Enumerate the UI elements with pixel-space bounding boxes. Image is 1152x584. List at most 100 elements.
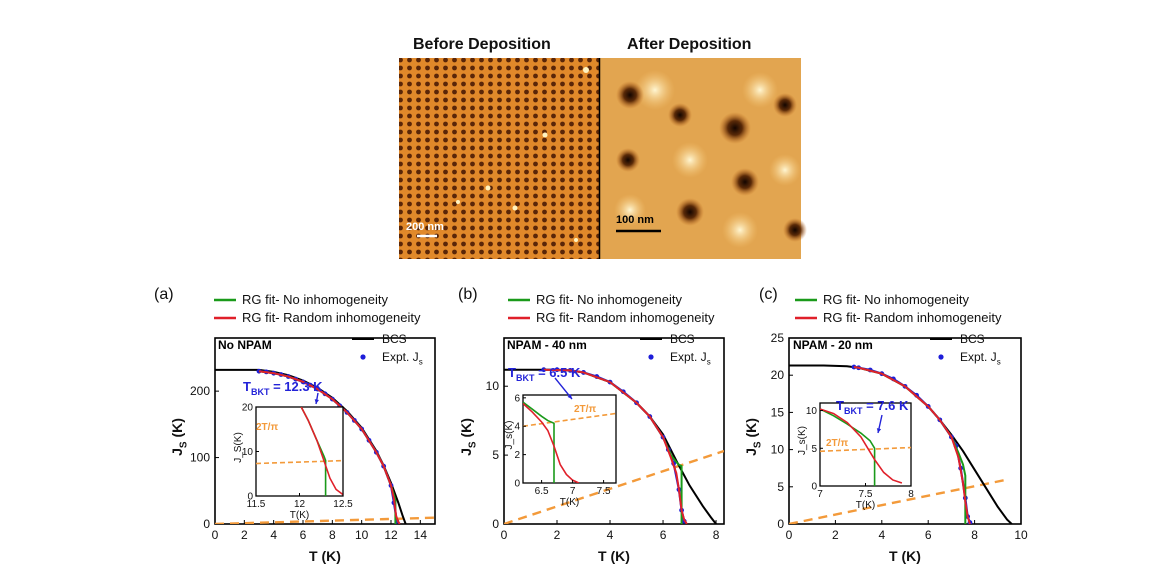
y-tick-label: 25 bbox=[771, 331, 785, 345]
inset-y-axis-label: J_s(K) bbox=[797, 426, 808, 455]
x-tick-label: 2 bbox=[554, 528, 561, 542]
x-tick-label: 10 bbox=[355, 528, 369, 542]
inset-series-rg-fit-random-inhomogeneity bbox=[523, 402, 580, 483]
series-group bbox=[504, 367, 724, 524]
x-tick-label: 10 bbox=[1014, 528, 1028, 542]
inset-y-tick-label: 0 bbox=[811, 482, 817, 493]
legend-entry-bcs: BCS bbox=[960, 332, 985, 346]
series-2t-pi bbox=[504, 449, 724, 524]
inset-y-tick-label: 20 bbox=[242, 403, 254, 414]
afm-after-image: 100 nm bbox=[600, 58, 807, 259]
after-deposition-title: After Deposition bbox=[627, 36, 752, 53]
x-tick-label: 0 bbox=[501, 528, 508, 542]
series-rg-fit-random-inhomogeneity bbox=[853, 366, 971, 524]
legend-entry-bcs: BCS bbox=[670, 332, 695, 346]
x-axis-label: T (K) bbox=[889, 548, 921, 564]
inset-x-tick-label: 7 bbox=[817, 489, 823, 500]
inset-x-tick-label: 6.5 bbox=[535, 486, 549, 497]
x-tick-label: 8 bbox=[713, 528, 720, 542]
afm-before-image: 200 nm bbox=[399, 58, 599, 259]
tbkt-label: TBKT = 6.5 K bbox=[508, 365, 581, 383]
tbkt-label: TBKT = 12.3 K bbox=[243, 379, 323, 397]
inset-chart: 11.5 12 12.5 0 10 20 T(K) J_S(K) 2T/π bbox=[233, 403, 353, 522]
legend-swatch-expt bbox=[938, 354, 944, 360]
series-rg-fit-random-inhomogeneity bbox=[258, 370, 401, 524]
sample-label: NPAM - 20 nm bbox=[793, 338, 873, 352]
inset-x-axis-label: T(K) bbox=[290, 510, 309, 521]
inset-y-tick-label: 4 bbox=[514, 422, 520, 433]
y-tick-label: 0 bbox=[777, 517, 784, 531]
x-tick-label: 4 bbox=[878, 528, 885, 542]
inset-y-tick-label: 0 bbox=[514, 479, 520, 490]
x-tick-label: 6 bbox=[925, 528, 932, 542]
inset-series-2t-pi bbox=[820, 446, 911, 453]
y-axis-label: JS (K) bbox=[169, 418, 190, 456]
chart-panel-2: (b) RG fit- No inhomogeneity RG fit- Rando… bbox=[458, 286, 725, 564]
tbkt-arrowhead bbox=[314, 399, 319, 404]
y-axis-label: JS (K) bbox=[743, 418, 764, 456]
axes-frame bbox=[788, 337, 1022, 525]
inset-x-tick-label: 12 bbox=[294, 499, 306, 510]
inset-x-tick-label: 12.5 bbox=[333, 499, 353, 510]
inset-x-axis-label: T(K) bbox=[856, 500, 875, 511]
inset-y-tick-label: 10 bbox=[242, 447, 254, 458]
legend-entry: RG fit- No inhomogeneity bbox=[242, 292, 388, 307]
before-scale-label: 200 nm bbox=[406, 221, 444, 233]
inset-series-group bbox=[820, 408, 911, 486]
y-tick-label: 0 bbox=[203, 517, 210, 531]
axes-frame bbox=[214, 337, 436, 525]
x-tick-label: 8 bbox=[329, 528, 336, 542]
y-tick-label: 100 bbox=[190, 451, 210, 465]
legend-entry-bcs: BCS bbox=[382, 332, 407, 346]
y-tick-label: 0 bbox=[492, 517, 499, 531]
x-tick-label: 8 bbox=[971, 528, 978, 542]
y-tick-label: 200 bbox=[190, 384, 210, 398]
x-axis-label: T (K) bbox=[309, 548, 341, 564]
inset-chart: 6.5 7 7.5 0 2 4 6 T(K) J_s(K) 2T/π bbox=[504, 393, 617, 508]
panel-label: (a) bbox=[154, 286, 174, 303]
y-tick-label: 5 bbox=[777, 480, 784, 494]
series-2t-pi bbox=[215, 516, 435, 524]
x-tick-label: 2 bbox=[241, 528, 248, 542]
inset-x-tick-label: 11.5 bbox=[247, 499, 266, 510]
inset-y-tick-label: 5 bbox=[811, 444, 817, 455]
inset-y-axis-label: J_S(K) bbox=[233, 432, 244, 463]
inset-frame bbox=[522, 394, 617, 484]
inset-series-rg-fit-no-inhomogeneity bbox=[820, 408, 876, 486]
inset-series-rg-fit-random-inhomogeneity bbox=[300, 407, 343, 496]
legend-entry: RG fit- No inhomogeneity bbox=[536, 292, 682, 307]
x-axis-label: T (K) bbox=[598, 548, 630, 564]
x-tick-label: 14 bbox=[414, 528, 428, 542]
legend-swatch-expt bbox=[360, 354, 366, 360]
series-2t-pi bbox=[789, 478, 1005, 524]
inset-y-tick-label: 0 bbox=[247, 492, 253, 503]
x-tick-label: 6 bbox=[300, 528, 307, 542]
inset-series-group bbox=[523, 401, 616, 483]
chart-panel-1: (a) RG fit- No inhomogeneity RG fit- Rando… bbox=[154, 286, 436, 564]
legend-swatch-expt bbox=[648, 354, 654, 360]
inset-x-tick-label: 7.5 bbox=[597, 486, 611, 497]
x-tick-label: 6 bbox=[660, 528, 667, 542]
axes-frame bbox=[503, 337, 725, 525]
tbkt-arrow bbox=[554, 377, 573, 400]
inset-series-rg-fit-random-inhomogeneity bbox=[820, 408, 903, 484]
panel-label: (c) bbox=[759, 286, 778, 303]
inset-y-tick-label: 6 bbox=[514, 393, 520, 404]
inset-x-tick-label: 7.5 bbox=[859, 489, 873, 500]
x-tick-label: 4 bbox=[270, 528, 277, 542]
inset-x-tick-label: 8 bbox=[908, 489, 914, 500]
legend-entry: RG fit- No inhomogeneity bbox=[823, 292, 969, 307]
y-tick-label: 5 bbox=[492, 448, 499, 462]
x-tick-label: 2 bbox=[832, 528, 839, 542]
sample-label: No NPAM bbox=[218, 338, 272, 352]
sample-label: NPAM - 40 nm bbox=[507, 338, 587, 352]
y-tick-label: 20 bbox=[771, 368, 785, 382]
inset-2t-pi-label: 2T/π bbox=[826, 438, 848, 449]
inset-series-group bbox=[256, 407, 343, 496]
series-rg-fit-random-inhomogeneity bbox=[543, 368, 688, 524]
panel-label: (b) bbox=[458, 286, 478, 303]
legend-entry-expt: Expt. Js bbox=[382, 350, 423, 367]
y-tick-label: 10 bbox=[486, 379, 500, 393]
inset-series-rg-fit-no-inhomogeneity bbox=[523, 401, 555, 483]
